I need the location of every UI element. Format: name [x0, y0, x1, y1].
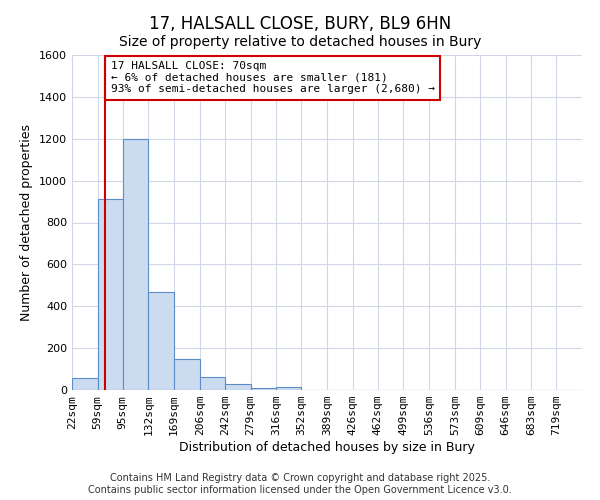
Text: Contains HM Land Registry data © Crown copyright and database right 2025.
Contai: Contains HM Land Registry data © Crown c… — [88, 474, 512, 495]
Text: 17 HALSALL CLOSE: 70sqm
← 6% of detached houses are smaller (181)
93% of semi-de: 17 HALSALL CLOSE: 70sqm ← 6% of detached… — [111, 62, 435, 94]
Bar — [98, 200, 123, 390]
Bar — [148, 292, 174, 390]
Text: Size of property relative to detached houses in Bury: Size of property relative to detached ho… — [119, 35, 481, 49]
Text: 17, HALSALL CLOSE, BURY, BL9 6HN: 17, HALSALL CLOSE, BURY, BL9 6HN — [149, 15, 451, 33]
Bar — [251, 388, 276, 390]
Bar — [200, 378, 225, 390]
Bar — [225, 384, 251, 390]
X-axis label: Distribution of detached houses by size in Bury: Distribution of detached houses by size … — [179, 441, 475, 454]
Y-axis label: Number of detached properties: Number of detached properties — [20, 124, 34, 321]
Bar — [123, 138, 148, 390]
Bar — [72, 378, 98, 390]
Bar — [276, 387, 301, 390]
Bar — [174, 358, 200, 390]
